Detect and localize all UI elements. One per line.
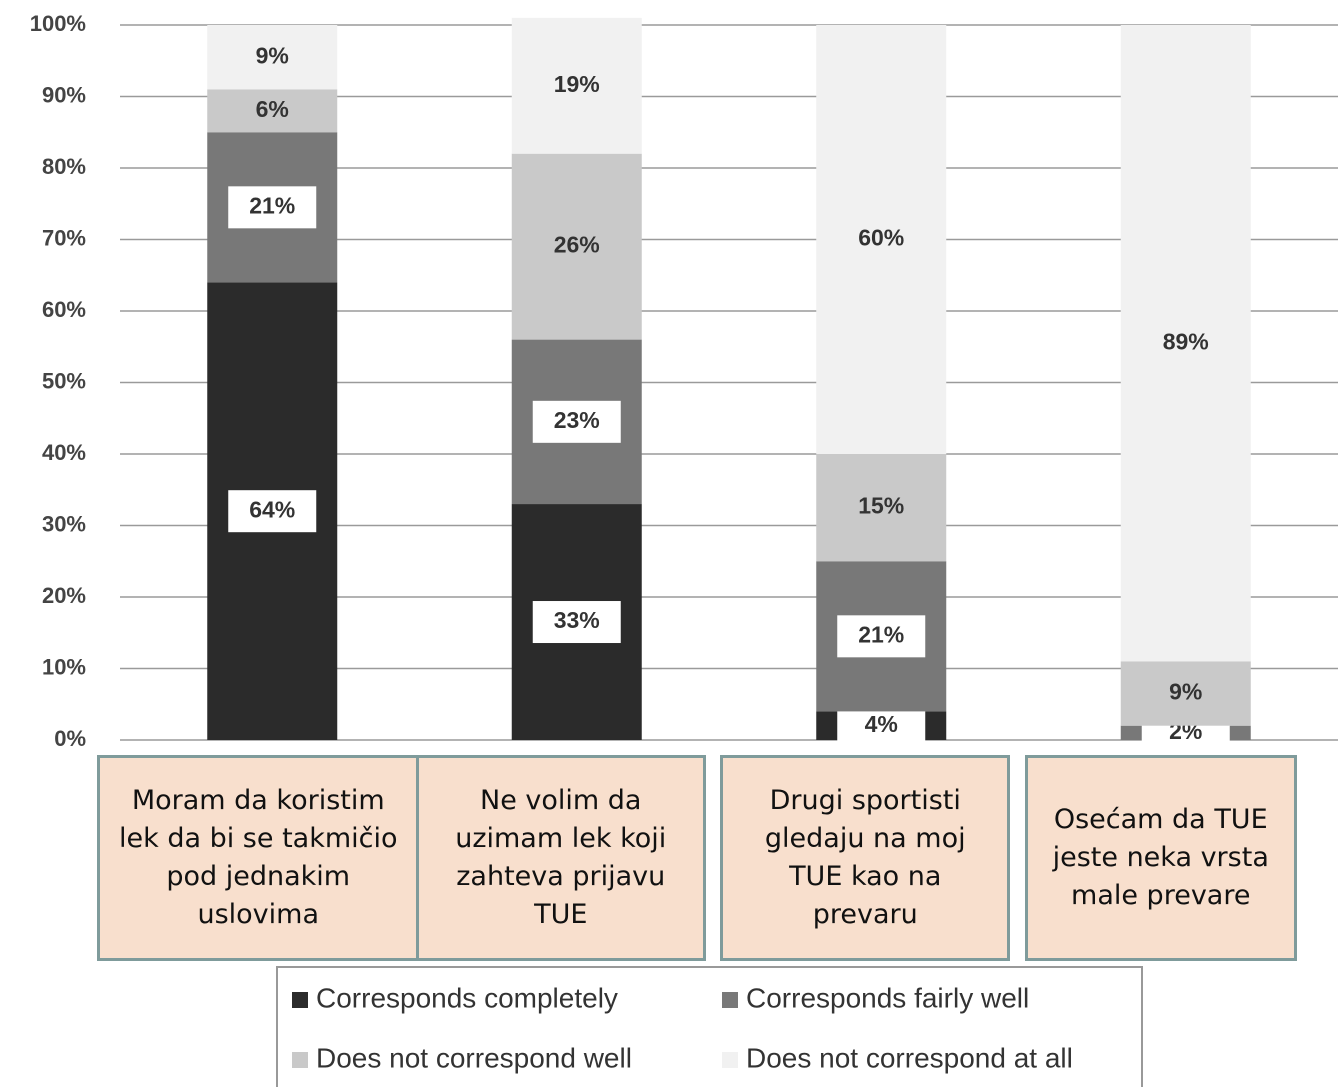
data-label: 23% — [554, 407, 600, 433]
y-tick-label: 50% — [42, 368, 86, 393]
y-tick-label: 80% — [42, 154, 86, 179]
category-label: Drugi sportisti gledaju na moj TUE kao n… — [720, 755, 1011, 961]
bar-segment — [816, 25, 947, 454]
data-label: 4% — [865, 711, 898, 737]
legend-swatch — [722, 1052, 738, 1068]
bar-segment — [1120, 661, 1251, 726]
label-box — [532, 601, 621, 644]
category-label: Moram da koristim lek da bi se takmičio … — [97, 755, 420, 961]
bar-segment — [207, 89, 338, 133]
data-label: 21% — [858, 621, 904, 647]
bar-segment — [511, 153, 642, 340]
y-tick-label: 30% — [42, 511, 86, 536]
bar-segment — [1120, 25, 1251, 662]
y-tick-label: 100% — [30, 11, 86, 36]
bar-segment — [816, 454, 947, 562]
data-label: 9% — [1169, 679, 1202, 705]
data-label: 19% — [554, 71, 600, 97]
legend-label: Does not correspond well — [316, 1042, 632, 1073]
label-box — [228, 490, 317, 533]
label-box — [228, 186, 317, 229]
data-label: 15% — [858, 493, 904, 519]
data-label: 21% — [249, 192, 295, 218]
bar-segment — [511, 17, 642, 154]
label-box — [837, 704, 926, 747]
legend-swatch — [292, 1052, 308, 1068]
data-label: 60% — [858, 225, 904, 251]
legend-label: Corresponds completely — [316, 982, 618, 1013]
legend-swatch — [292, 992, 308, 1008]
data-label: 6% — [256, 96, 289, 122]
y-tick-label: 0% — [54, 726, 86, 751]
data-label: 33% — [554, 607, 600, 633]
bar-segment — [207, 25, 338, 90]
y-tick-label: 70% — [42, 225, 86, 250]
category-label: Osećam da TUE jeste neka vrsta male prev… — [1024, 755, 1297, 961]
data-label: 64% — [249, 496, 295, 522]
label-box — [532, 400, 621, 443]
y-tick-label: 40% — [42, 440, 86, 465]
legend-label: Corresponds fairly well — [746, 982, 1029, 1013]
y-tick-label: 20% — [42, 583, 86, 608]
legend — [276, 966, 1143, 1087]
data-label: 89% — [1163, 328, 1209, 354]
legend-swatch — [722, 992, 738, 1008]
y-tick-label: 90% — [42, 82, 86, 107]
legend-label: Does not correspond at all — [746, 1042, 1073, 1073]
data-label: 9% — [256, 42, 289, 68]
category-label: Ne volim da uzimam lek koji zahteva prij… — [415, 755, 706, 961]
y-tick-label: 10% — [42, 654, 86, 679]
data-label: 26% — [554, 232, 600, 258]
label-box — [837, 615, 926, 658]
y-tick-label: 60% — [42, 297, 86, 322]
